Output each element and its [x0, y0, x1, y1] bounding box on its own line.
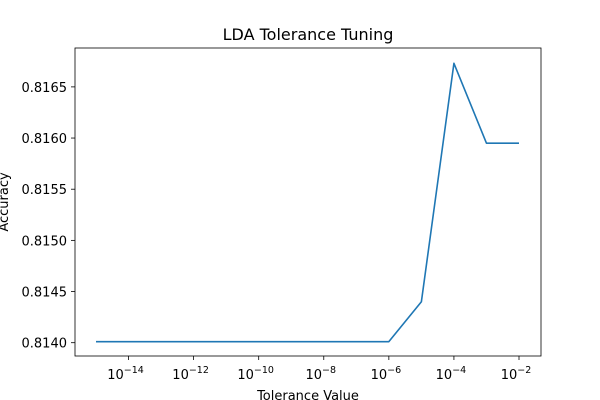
y-tick-label: 0.8160: [22, 132, 68, 147]
y-tick-label: 0.8140: [22, 337, 68, 352]
x-tick-label: 10−6: [371, 365, 402, 383]
x-tick-label: 10−4: [436, 365, 467, 383]
x-tick-base: 10: [107, 368, 124, 383]
x-tick-exponent: −12: [189, 365, 209, 376]
x-tick-exponent: −14: [124, 365, 144, 376]
y-tick-label: 0.8145: [22, 286, 68, 301]
x-tick-label: 10−12: [172, 365, 209, 383]
x-axis-label: Tolerance Value: [256, 389, 359, 400]
x-tick-base: 10: [371, 368, 388, 383]
x-tick-label: 10−8: [305, 365, 336, 383]
y-tick-label: 0.8165: [22, 81, 68, 96]
x-tick-exponent: −10: [254, 365, 274, 376]
x-tick-exponent: −4: [452, 365, 466, 376]
x-tick-base: 10: [237, 368, 254, 383]
series-line: [96, 62, 519, 343]
x-tick-base: 10: [436, 368, 453, 383]
x-tick-exponent: −6: [387, 365, 401, 376]
y-axis-label: Accuracy: [0, 172, 12, 232]
x-tick-label: 10−10: [237, 365, 274, 383]
x-tick-label: 10−2: [501, 365, 532, 383]
x-tick-base: 10: [305, 368, 322, 383]
x-tick-exponent: −8: [322, 365, 336, 376]
plot-area-frame: [74, 47, 542, 357]
x-tick-exponent: −2: [517, 365, 531, 376]
y-tick-label: 0.8155: [22, 183, 68, 198]
x-tick-label: 10−14: [107, 365, 144, 383]
x-tick-base: 10: [172, 368, 189, 383]
x-tick-base: 10: [501, 368, 518, 383]
ticks: 10−14 10−12 10−10 10−8 10−6 10−4 10−20.81400.8…: [22, 81, 532, 383]
chart-title: LDA Tolerance Tuning: [223, 25, 394, 44]
y-tick-label: 0.8150: [22, 234, 68, 249]
